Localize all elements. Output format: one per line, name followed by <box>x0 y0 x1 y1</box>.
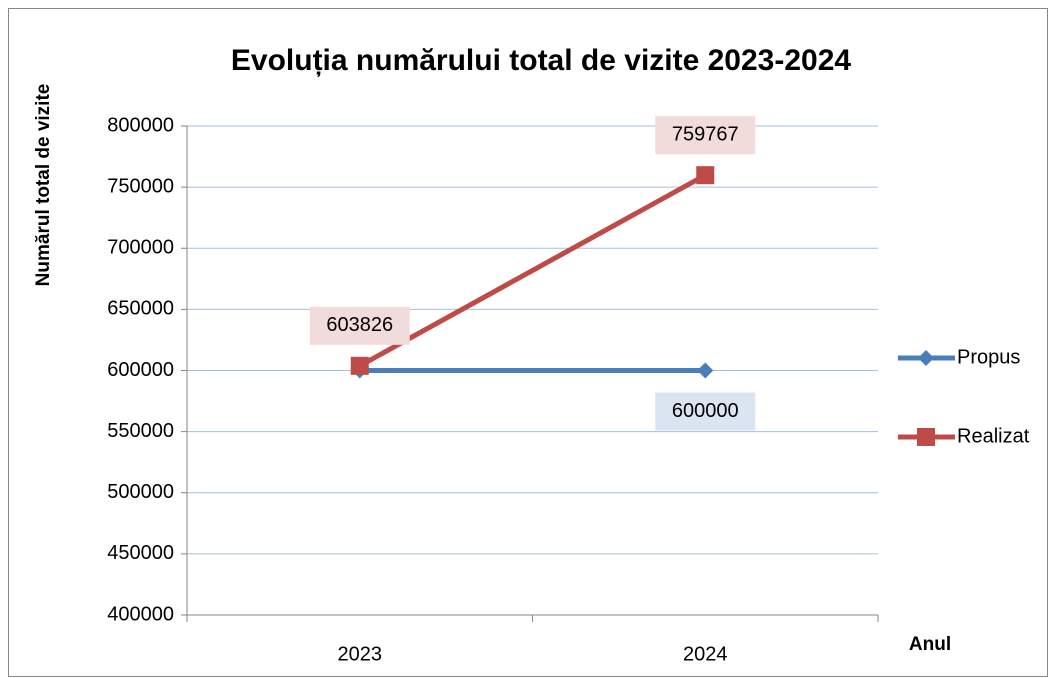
x-axis-label: Anul <box>909 634 951 655</box>
x-tick-label: 2023 <box>338 643 383 665</box>
y-tick-label: 450000 <box>107 542 174 564</box>
data-label-bg <box>655 116 756 155</box>
data-label-bg <box>309 306 410 345</box>
y-tick-label: 550000 <box>107 420 174 442</box>
marker <box>350 356 369 375</box>
y-tick-label: 700000 <box>107 237 174 259</box>
y-tick-label: 800000 <box>107 114 174 136</box>
data-label: 600000 <box>672 400 739 422</box>
marker <box>696 166 715 185</box>
chart-border <box>8 8 1048 677</box>
y-tick-label: 650000 <box>107 298 174 320</box>
legend-label: Realizat <box>957 425 1030 447</box>
y-tick-label: 600000 <box>107 359 174 381</box>
marker <box>697 362 714 379</box>
legend-marker <box>918 350 934 366</box>
data-label: 603826 <box>326 314 393 336</box>
data-label-bg <box>655 392 756 431</box>
series-line <box>358 172 707 369</box>
y-tick-label: 500000 <box>107 481 174 503</box>
x-tick-label: 2024 <box>683 643 728 665</box>
y-tick-label: 750000 <box>107 175 174 197</box>
legend-marker <box>917 428 935 446</box>
legend-label: Propus <box>957 346 1020 368</box>
chart-title: Evoluția numărului total de vizite 2023-… <box>231 44 852 77</box>
y-tick-label: 400000 <box>107 603 174 625</box>
data-label: 759767 <box>672 123 739 145</box>
y-axis-label: Numărul total de vizite <box>33 84 54 287</box>
